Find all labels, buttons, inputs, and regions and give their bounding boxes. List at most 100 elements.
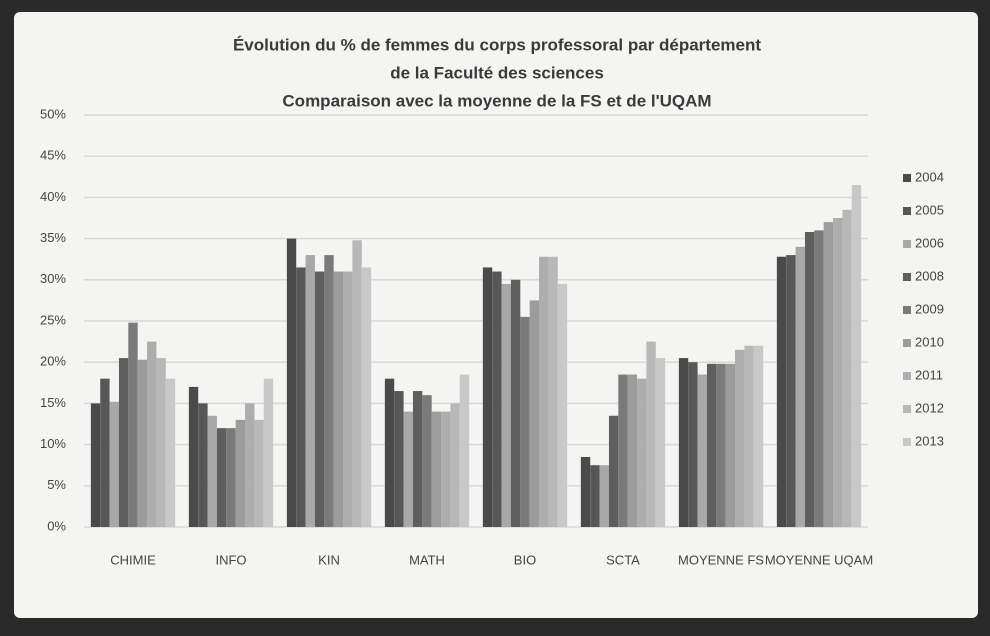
- legend-label: 2012: [915, 400, 944, 415]
- bar: [263, 378, 274, 527]
- bar: [688, 362, 698, 527]
- y-tick-label: 15%: [40, 395, 66, 410]
- y-tick-label: 20%: [40, 354, 66, 369]
- bar: [394, 391, 404, 527]
- bar: [296, 267, 306, 527]
- legend-swatch: [903, 372, 911, 380]
- bar: [697, 374, 707, 527]
- bar: [678, 358, 689, 527]
- bar: [226, 428, 236, 527]
- bar: [627, 374, 638, 527]
- legend-label: 2004: [915, 169, 944, 184]
- bar: [501, 283, 511, 527]
- bar: [216, 428, 227, 527]
- bar: [412, 391, 423, 527]
- bar: [384, 378, 395, 527]
- y-tick-label: 5%: [47, 477, 66, 492]
- chart-title: Évolution du % de femmes du corps profes…: [233, 35, 761, 54]
- bar: [618, 374, 628, 527]
- legend-swatch: [903, 438, 911, 446]
- bar: [245, 403, 255, 527]
- bar: [431, 411, 442, 527]
- bar: [100, 378, 110, 527]
- bar: [655, 358, 666, 527]
- bar: [235, 419, 246, 527]
- bar: [198, 403, 208, 527]
- x-tick-label: CHIMIE: [110, 552, 156, 567]
- bar: [147, 341, 157, 527]
- bar: [599, 465, 609, 527]
- legend-label: 2011: [915, 367, 943, 382]
- y-tick-label: 35%: [40, 230, 66, 245]
- bar: [753, 345, 764, 527]
- legend-label: 2005: [915, 202, 944, 217]
- bar: [735, 349, 745, 527]
- bar: [492, 271, 502, 527]
- bar: [557, 283, 568, 527]
- legend-swatch: [903, 273, 911, 281]
- bar: [450, 403, 460, 527]
- legend-swatch: [903, 339, 911, 347]
- bar: [580, 456, 591, 527]
- bar: [324, 255, 334, 527]
- legend-label: 2013: [915, 433, 944, 448]
- bar: [851, 185, 862, 528]
- bar: [716, 363, 726, 527]
- legend-label: 2010: [915, 334, 944, 349]
- bar: [725, 363, 736, 527]
- bar: [833, 218, 843, 527]
- bar: [441, 411, 451, 527]
- bar: [156, 358, 166, 527]
- bar: [254, 419, 264, 527]
- y-tick-label: 50%: [40, 106, 66, 121]
- bar: [109, 401, 119, 527]
- bar: [333, 271, 344, 527]
- bar: [305, 255, 315, 527]
- bar: [361, 267, 372, 527]
- legend-swatch: [903, 240, 911, 248]
- legend-label: 2009: [915, 301, 944, 316]
- bar: [590, 465, 600, 527]
- bar: [646, 341, 656, 527]
- bar: [795, 246, 805, 527]
- x-tick-label: MOYENNE UQAM: [765, 552, 873, 567]
- legend-swatch: [903, 207, 911, 215]
- bar: [637, 378, 647, 527]
- x-tick-label: BIO: [514, 552, 536, 567]
- bar: [286, 238, 297, 527]
- bar: [118, 358, 129, 527]
- bar: [804, 232, 815, 527]
- y-tick-label: 40%: [40, 189, 66, 204]
- bar: [403, 411, 413, 527]
- y-tick-label: 30%: [40, 271, 66, 286]
- bar: [352, 240, 362, 528]
- bar: [165, 378, 176, 527]
- y-tick-label: 45%: [40, 148, 66, 163]
- bar: [706, 363, 717, 527]
- bar: [510, 279, 521, 527]
- bar: [314, 271, 325, 527]
- bar: [520, 316, 530, 527]
- legend-label: 2006: [915, 235, 944, 250]
- bar: [608, 415, 619, 527]
- bar: [823, 222, 834, 527]
- bar: [207, 415, 217, 527]
- bar: [842, 209, 852, 527]
- bar: [529, 300, 540, 527]
- x-tick-label: SCTA: [606, 552, 640, 567]
- bar: [539, 256, 549, 527]
- bar: [786, 255, 796, 527]
- x-tick-label: KIN: [318, 552, 340, 567]
- bar: [343, 271, 353, 527]
- bar: [90, 403, 101, 527]
- legend-label: 2008: [915, 268, 944, 283]
- chart-title: de la Faculté des sciences: [390, 63, 604, 82]
- bar: [814, 230, 824, 528]
- bar: [188, 386, 199, 527]
- y-tick-label: 10%: [40, 436, 66, 451]
- bar: [482, 267, 493, 527]
- y-tick-label: 25%: [40, 312, 66, 327]
- y-tick-label: 0%: [47, 518, 66, 533]
- x-tick-label: MOYENNE FS: [678, 552, 764, 567]
